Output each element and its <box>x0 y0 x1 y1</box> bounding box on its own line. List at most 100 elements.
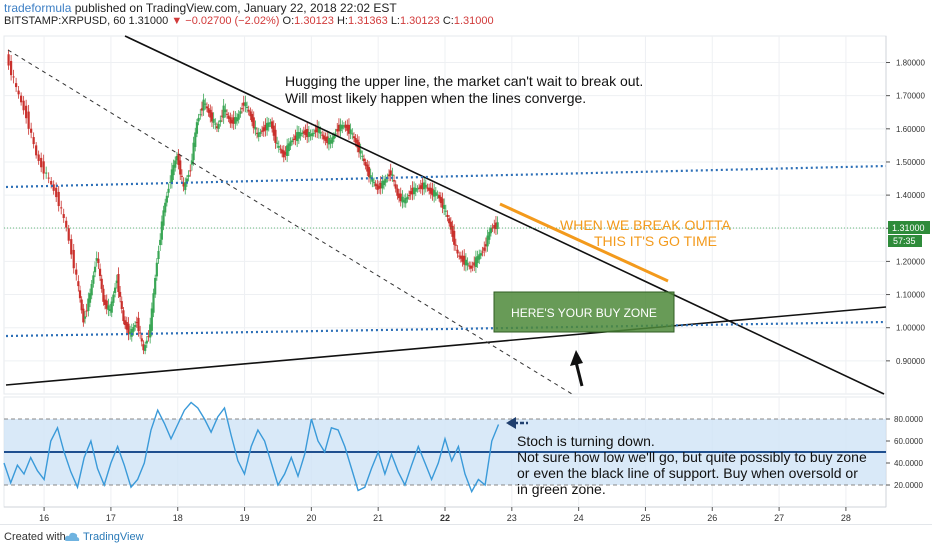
candle-body <box>27 111 30 129</box>
candle-body <box>352 136 356 139</box>
candle-body <box>145 340 148 344</box>
candle-body <box>215 126 219 129</box>
candle-body <box>20 95 23 103</box>
candle-body <box>72 249 75 269</box>
candle-body <box>337 124 341 132</box>
candle-body <box>209 109 212 118</box>
created-with-label: Created with <box>4 531 66 543</box>
dotted-support-line <box>5 320 887 338</box>
breakout-orange-line <box>499 202 669 283</box>
candle-body <box>381 180 384 189</box>
candle-body <box>15 83 18 88</box>
lower-support-line <box>5 306 887 386</box>
price-axis[interactable]: 0.900001.000001.100001.200001.300001.400… <box>886 59 925 366</box>
candle-body <box>342 125 346 127</box>
candle-body <box>311 133 314 137</box>
candle-body <box>284 152 287 155</box>
y-tick-label: 1.10000 <box>896 291 925 300</box>
candle-body <box>294 135 297 140</box>
change-arrow-icon: ▼ <box>171 15 183 27</box>
candle-body <box>361 155 364 157</box>
candle-body <box>260 130 264 132</box>
candle-body <box>471 266 474 268</box>
candle-body <box>406 196 409 200</box>
candle-body <box>483 247 486 251</box>
buy-zone-label: HERE'S YOUR BUY ZONE <box>511 306 657 320</box>
candle-body <box>496 222 499 229</box>
candle-body <box>139 332 142 334</box>
candle-body <box>286 145 289 156</box>
candle-body <box>394 184 397 189</box>
candle-body <box>301 132 304 134</box>
candle-body <box>364 161 367 167</box>
candle-body <box>118 291 122 297</box>
buy-zone-box[interactable] <box>493 291 675 333</box>
candle-body <box>130 329 133 337</box>
candle-body <box>25 105 28 119</box>
candle-body <box>426 187 429 189</box>
candle-body <box>85 310 88 312</box>
candle-body <box>127 323 130 335</box>
candle-body <box>102 288 105 302</box>
time-axis[interactable]: 16 17 18 19 20 21 22 23 24 25 26 27 28 <box>39 507 851 523</box>
candle-body <box>449 221 452 230</box>
candle-body <box>82 308 85 323</box>
stoch-axis[interactable]: 20.0000 40.0000 60.0000 80.0000 <box>886 415 923 490</box>
candle-body <box>418 187 421 189</box>
candle-body <box>117 274 120 293</box>
candle-body <box>331 137 334 144</box>
candle-body <box>144 345 147 351</box>
candle-body <box>484 244 488 247</box>
candle-body <box>169 181 172 183</box>
candle-body <box>137 317 140 332</box>
candle-body <box>160 221 163 240</box>
open-value: 1.30123 <box>294 15 334 27</box>
candle-body <box>279 148 282 150</box>
candle-body <box>230 119 234 124</box>
tradingview-cloud-icon <box>64 532 80 541</box>
candle-body <box>401 196 404 203</box>
x-tick-label: 20 <box>306 513 316 523</box>
candle-body <box>105 300 108 309</box>
candle-body <box>9 60 13 76</box>
candle-body <box>197 117 200 122</box>
candle-body <box>239 111 242 114</box>
candle-body <box>379 182 382 189</box>
y-tick-label: 1.80000 <box>896 59 925 68</box>
author-name[interactable]: tradeformula <box>4 1 72 15</box>
candle-body <box>281 149 284 154</box>
price-chart[interactable]: HERE'S YOUR BUY ZONE Hugging the upper l… <box>0 0 932 524</box>
candle-body <box>351 133 354 135</box>
candle-body <box>468 265 471 267</box>
candle-body <box>306 128 309 138</box>
candle-body <box>259 132 262 134</box>
candle-body <box>402 199 406 203</box>
last-price: 1.31000 <box>128 15 169 27</box>
x-tick-label: 28 <box>841 513 851 523</box>
candle-body <box>98 268 102 276</box>
candle-body <box>17 90 20 95</box>
publish-header: tradeformula published on TradingView.co… <box>4 1 397 15</box>
candle-body <box>22 100 25 111</box>
candle-body <box>155 262 158 277</box>
candle-body <box>204 103 207 105</box>
y-tick-label: 1.40000 <box>896 191 925 200</box>
candle-body <box>399 193 402 202</box>
candle-body <box>491 227 494 229</box>
candle-body <box>339 124 342 132</box>
candle-body <box>451 225 454 237</box>
x-tick-label: 16 <box>39 513 49 523</box>
candle-body <box>443 205 446 210</box>
candle-body <box>428 187 431 191</box>
candle-body <box>217 123 220 129</box>
candle-body <box>152 293 155 313</box>
candle-body <box>267 122 270 128</box>
candle-body <box>75 269 78 275</box>
candle-body <box>7 54 10 66</box>
candle-body <box>107 305 110 311</box>
tradingview-logo-text[interactable]: TradingView <box>83 531 144 543</box>
candle-body <box>316 126 319 133</box>
candle-body <box>210 112 214 122</box>
candle-body <box>324 137 327 141</box>
candle-body <box>247 109 250 112</box>
